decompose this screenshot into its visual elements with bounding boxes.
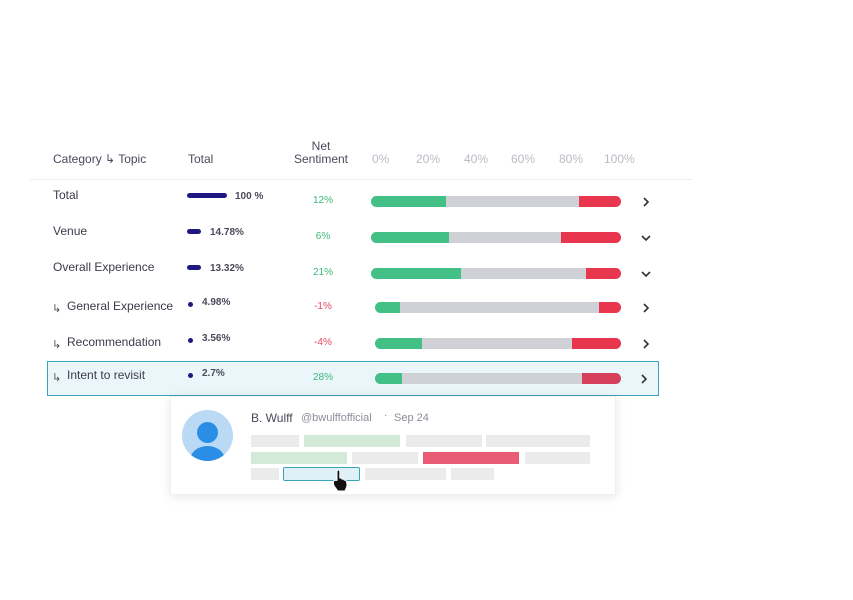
negative-segment (586, 268, 621, 279)
total-share-bar (187, 193, 227, 198)
net-sentiment-value: 21% (312, 267, 333, 278)
negative-segment (571, 338, 621, 349)
header-divider (30, 179, 692, 180)
net-sentiment-value: 6% (315, 231, 331, 242)
total-share-value: 3.56% (202, 333, 231, 344)
scale-tick-0: 0% (372, 152, 390, 166)
sentiment-bar[interactable] (371, 196, 621, 207)
post-date: Sep 24 (394, 412, 429, 424)
positive-segment (375, 338, 422, 349)
total-share-bar (187, 265, 201, 270)
total-share-value: 4.98% (202, 297, 231, 308)
total-share-dot (188, 373, 193, 378)
chevron-right-icon[interactable] (637, 372, 651, 386)
text-placeholder-positive (251, 452, 347, 464)
text-placeholder-negative (423, 452, 519, 464)
post-preview-card[interactable]: B. Wulff @bwulffofficial · Sep 24 (170, 396, 616, 495)
scale-tick-80: 80% (559, 152, 584, 166)
net-sentiment-value: 12% (312, 195, 333, 206)
row-label[interactable]: Intent to revisit (67, 368, 146, 382)
header-net-line2: Sentiment (293, 152, 349, 166)
neutral-segment (448, 232, 561, 243)
sentiment-bar[interactable] (375, 373, 621, 384)
sentiment-bar[interactable] (371, 268, 621, 279)
neutral-segment (446, 196, 579, 207)
post-separator: · (384, 410, 388, 421)
neutral-segment (399, 302, 599, 313)
post-handle[interactable]: @bwulffofficial (301, 412, 372, 424)
negative-segment (598, 302, 621, 313)
total-share-value: 13.32% (210, 263, 244, 274)
total-share-dot (188, 302, 193, 307)
neutral-segment (421, 338, 572, 349)
text-placeholder-positive (304, 435, 400, 447)
text-placeholder (251, 468, 279, 480)
sub-topic-arrow-icon: ↳ (52, 372, 62, 384)
hand-cursor-icon (333, 470, 348, 492)
total-share-bar (187, 229, 201, 234)
positive-segment (371, 196, 446, 207)
row-label[interactable]: Venue (53, 224, 88, 238)
chevron-right-icon[interactable] (639, 195, 653, 209)
avatar[interactable] (182, 410, 233, 461)
text-placeholder (352, 452, 418, 464)
scale-tick-40: 40% (464, 152, 489, 166)
net-sentiment-value: -4% (314, 337, 332, 348)
chevron-right-icon[interactable] (639, 337, 653, 351)
total-share-dot (188, 338, 193, 343)
negative-segment (578, 196, 621, 207)
row-label[interactable]: Total (53, 188, 79, 202)
text-placeholder (525, 452, 590, 464)
negative-segment (581, 373, 621, 384)
text-placeholder (365, 468, 446, 480)
sub-topic-arrow-icon: ↳ (52, 303, 62, 315)
sentiment-bar[interactable] (371, 232, 621, 243)
sentiment-bar[interactable] (375, 302, 621, 313)
text-placeholder-highlighted[interactable] (283, 467, 360, 481)
positive-segment (371, 232, 449, 243)
header-net-line1: Net (311, 139, 331, 153)
scale-tick-60: 60% (511, 152, 536, 166)
header-net-sentiment: Net Sentiment (292, 140, 350, 166)
positive-segment (375, 373, 403, 384)
header-category-topic: Category ↳ Topic (53, 152, 147, 166)
scale-tick-100: 100% (604, 152, 635, 166)
post-author[interactable]: B. Wulff (251, 411, 293, 425)
sub-topic-arrow-icon: ↳ (52, 339, 62, 351)
sentiment-bar[interactable] (375, 338, 621, 349)
avatar-head-icon (197, 422, 218, 443)
neutral-segment (402, 373, 582, 384)
chevron-down-icon[interactable] (639, 231, 653, 245)
total-share-value: 14.78% (210, 227, 244, 238)
row-label[interactable]: Recommendation (67, 335, 162, 349)
positive-segment (371, 268, 461, 279)
text-placeholder (251, 435, 299, 447)
scale-tick-20: 20% (416, 152, 441, 166)
header-total: Total (188, 152, 214, 166)
total-share-value: 100 % (235, 191, 264, 202)
positive-segment (375, 302, 400, 313)
avatar-body-icon (190, 446, 225, 461)
text-placeholder (486, 435, 590, 447)
neutral-segment (461, 268, 586, 279)
row-label[interactable]: General Experience (67, 299, 174, 313)
total-share-value: 2.7% (202, 368, 225, 379)
text-placeholder (406, 435, 482, 447)
row-label[interactable]: Overall Experience (53, 260, 155, 274)
chevron-right-icon[interactable] (639, 301, 653, 315)
net-sentiment-value: 28% (312, 372, 333, 383)
text-placeholder (451, 468, 494, 480)
negative-segment (561, 232, 621, 243)
net-sentiment-value: -1% (314, 301, 332, 312)
chevron-down-icon[interactable] (639, 267, 653, 281)
